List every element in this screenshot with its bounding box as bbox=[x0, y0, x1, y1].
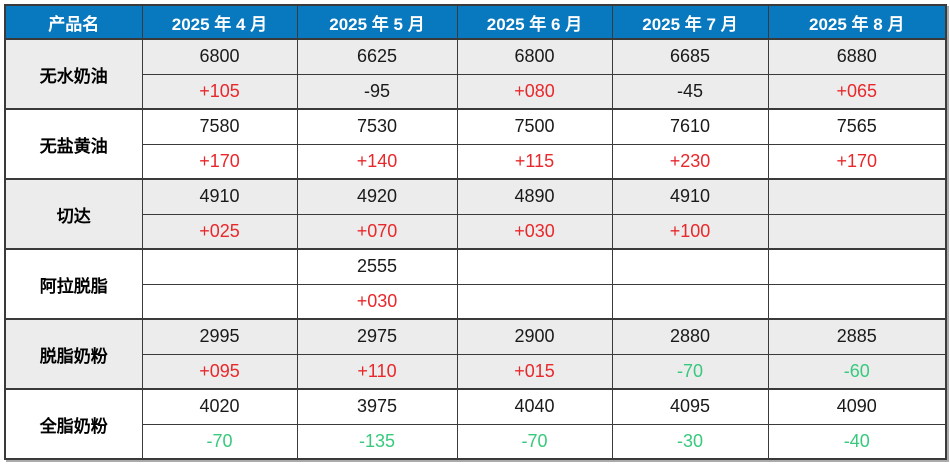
product-name-cell: 脱脂奶粉 bbox=[4, 318, 143, 390]
price-cell: 4020 bbox=[141, 388, 298, 425]
price-cell: 7565 bbox=[767, 108, 947, 145]
change-cell: -135 bbox=[296, 423, 458, 460]
change-cell: +065 bbox=[767, 73, 947, 110]
price-cell: 7500 bbox=[456, 108, 613, 145]
change-cell: -70 bbox=[141, 423, 298, 460]
change-row-cheddar: +025 +070 +030 +100 bbox=[5, 213, 947, 250]
change-row-skim-milk-powder: +095 +110 +015 -70 -60 bbox=[5, 353, 947, 390]
price-cell: 3975 bbox=[296, 388, 458, 425]
price-row-anhydrous-butter: 无水奶油 6800 6625 6800 6685 6880 bbox=[4, 38, 947, 110]
price-cell: 6880 bbox=[767, 38, 947, 75]
price-cell: 7580 bbox=[141, 108, 298, 145]
price-row-skim-milk-powder: 脱脂奶粉 2995 2975 2900 2880 2885 bbox=[4, 318, 947, 390]
price-row-arla-skim: 阿拉脱脂 2555 bbox=[4, 248, 947, 320]
price-cell: 2900 bbox=[456, 318, 613, 355]
product-name-cell: 全脂奶粉 bbox=[4, 388, 143, 460]
change-cell: -70 bbox=[611, 353, 769, 390]
header-row: 产品名 2025 年 4 月 2025 年 5 月 2025 年 6 月 202… bbox=[4, 4, 947, 40]
change-cell: +025 bbox=[141, 213, 298, 250]
change-cell: -70 bbox=[456, 423, 613, 460]
price-cell: 6800 bbox=[141, 38, 298, 75]
change-cell: +070 bbox=[296, 213, 458, 250]
price-cell: 4920 bbox=[296, 178, 458, 215]
change-row-unsalted-butter: +170 +140 +115 +230 +170 bbox=[5, 143, 947, 180]
price-cell: 2880 bbox=[611, 318, 769, 355]
header-cell-month-august: 2025 年 8 月 bbox=[767, 4, 947, 40]
price-cell bbox=[141, 248, 298, 285]
change-cell: +170 bbox=[767, 143, 947, 180]
product-name-cell: 切达 bbox=[4, 178, 143, 250]
change-cell bbox=[456, 283, 613, 320]
change-cell: +115 bbox=[456, 143, 613, 180]
product-name-cell: 无盐黄油 bbox=[4, 108, 143, 180]
change-cell: -45 bbox=[611, 73, 769, 110]
price-cell: 4890 bbox=[456, 178, 613, 215]
change-cell: -95 bbox=[296, 73, 458, 110]
change-cell: +100 bbox=[611, 213, 769, 250]
price-cell: 2975 bbox=[296, 318, 458, 355]
change-cell: +015 bbox=[456, 353, 613, 390]
change-cell: +105 bbox=[141, 73, 298, 110]
change-cell: +170 bbox=[141, 143, 298, 180]
price-cell: 4090 bbox=[767, 388, 947, 425]
price-cell bbox=[456, 248, 613, 285]
price-row-unsalted-butter: 无盐黄油 7580 7530 7500 7610 7565 bbox=[4, 108, 947, 180]
price-row-cheddar: 切达 4910 4920 4890 4910 bbox=[4, 178, 947, 250]
price-cell: 7610 bbox=[611, 108, 769, 145]
header-cell-product-name: 产品名 bbox=[4, 4, 143, 40]
change-row-whole-milk-powder: -70 -135 -70 -30 -40 bbox=[5, 423, 947, 460]
header-cell-month-june: 2025 年 6 月 bbox=[456, 4, 613, 40]
header-cell-month-may: 2025 年 5 月 bbox=[296, 4, 458, 40]
change-cell: +030 bbox=[296, 283, 458, 320]
price-cell bbox=[611, 248, 769, 285]
change-cell: -40 bbox=[767, 423, 947, 460]
header-cell-month-april: 2025 年 4 月 bbox=[141, 4, 298, 40]
price-cell: 2885 bbox=[767, 318, 947, 355]
product-name-cell: 无水奶油 bbox=[4, 38, 143, 110]
change-cell: +140 bbox=[296, 143, 458, 180]
price-cell: 2995 bbox=[141, 318, 298, 355]
change-cell bbox=[611, 283, 769, 320]
price-cell: 4095 bbox=[611, 388, 769, 425]
price-cell: 6800 bbox=[456, 38, 613, 75]
price-cell bbox=[767, 248, 947, 285]
change-cell: +230 bbox=[611, 143, 769, 180]
change-cell bbox=[767, 213, 947, 250]
price-cell: 7530 bbox=[296, 108, 458, 145]
price-row-whole-milk-powder: 全脂奶粉 4020 3975 4040 4095 4090 bbox=[4, 388, 947, 460]
change-cell: +080 bbox=[456, 73, 613, 110]
change-cell: +030 bbox=[456, 213, 613, 250]
price-cell: 4040 bbox=[456, 388, 613, 425]
change-cell: +110 bbox=[296, 353, 458, 390]
dairy-price-table: 产品名 2025 年 4 月 2025 年 5 月 2025 年 6 月 202… bbox=[4, 4, 947, 460]
price-cell: 6625 bbox=[296, 38, 458, 75]
change-cell: -30 bbox=[611, 423, 769, 460]
price-cell bbox=[767, 178, 947, 215]
change-cell: -60 bbox=[767, 353, 947, 390]
product-name-cell: 阿拉脱脂 bbox=[4, 248, 143, 320]
change-row-arla-skim: +030 bbox=[5, 283, 947, 320]
change-cell bbox=[767, 283, 947, 320]
price-cell: 4910 bbox=[611, 178, 769, 215]
change-cell: +095 bbox=[141, 353, 298, 390]
change-row-anhydrous-butter: +105 -95 +080 -45 +065 bbox=[5, 73, 947, 110]
change-cell bbox=[141, 283, 298, 320]
price-cell: 6685 bbox=[611, 38, 769, 75]
header-cell-month-july: 2025 年 7 月 bbox=[611, 4, 769, 40]
price-cell: 4910 bbox=[141, 178, 298, 215]
price-cell: 2555 bbox=[296, 248, 458, 285]
